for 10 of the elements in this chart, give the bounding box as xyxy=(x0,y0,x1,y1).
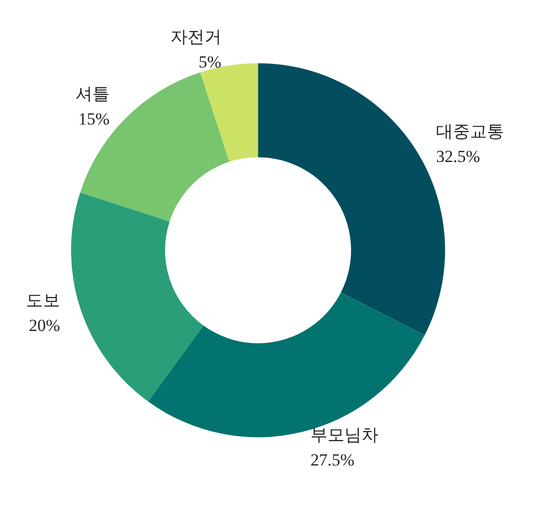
data-label: 15% xyxy=(78,110,110,129)
slice-label: 대중교통 xyxy=(436,122,504,142)
data-label: 32.5% xyxy=(436,147,480,166)
data-label: 20% xyxy=(28,316,60,335)
slice-label: 부모님차 xyxy=(310,426,378,445)
slice-label: 자전거 xyxy=(170,28,222,47)
slice-label: 셔틀 xyxy=(76,84,110,104)
data-label: 5% xyxy=(198,52,222,72)
data-label: 27.5% xyxy=(310,450,354,470)
slice-label: 도보 xyxy=(26,290,60,310)
